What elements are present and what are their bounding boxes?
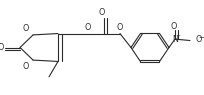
Text: O: O	[171, 22, 177, 31]
Text: +: +	[175, 33, 180, 38]
Text: O: O	[22, 62, 29, 71]
Text: O: O	[196, 35, 202, 44]
Text: −: −	[198, 35, 204, 41]
Text: O: O	[22, 24, 29, 33]
Text: O: O	[85, 23, 91, 32]
Text: N: N	[172, 35, 178, 44]
Text: O: O	[117, 23, 123, 32]
Text: O: O	[99, 8, 105, 17]
Text: O: O	[0, 43, 4, 52]
